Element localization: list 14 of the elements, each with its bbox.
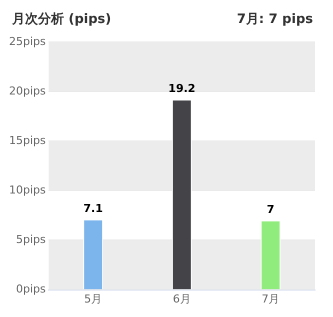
x-tick-label: 6月	[172, 292, 191, 306]
y-tick-label: 15pips	[9, 134, 46, 147]
y-tick-label: 20pips	[9, 84, 46, 98]
data-label: 7.1	[83, 202, 103, 215]
y-tick-label: 10pips	[9, 184, 46, 197]
chart-subtitle: 7月: 7 pips	[236, 11, 313, 28]
x-tick-label: 5月	[84, 292, 102, 306]
y-tick-label: 0pips	[16, 282, 46, 296]
y-tick-label: 25pips	[9, 34, 46, 48]
y-tick-label: 5pips	[16, 233, 46, 246]
x-tick-label: 7月	[262, 292, 280, 306]
data-label: 7	[266, 202, 274, 216]
chart-title: 月次分析 (pips)	[12, 11, 112, 28]
data-label: 19.2	[168, 82, 196, 95]
